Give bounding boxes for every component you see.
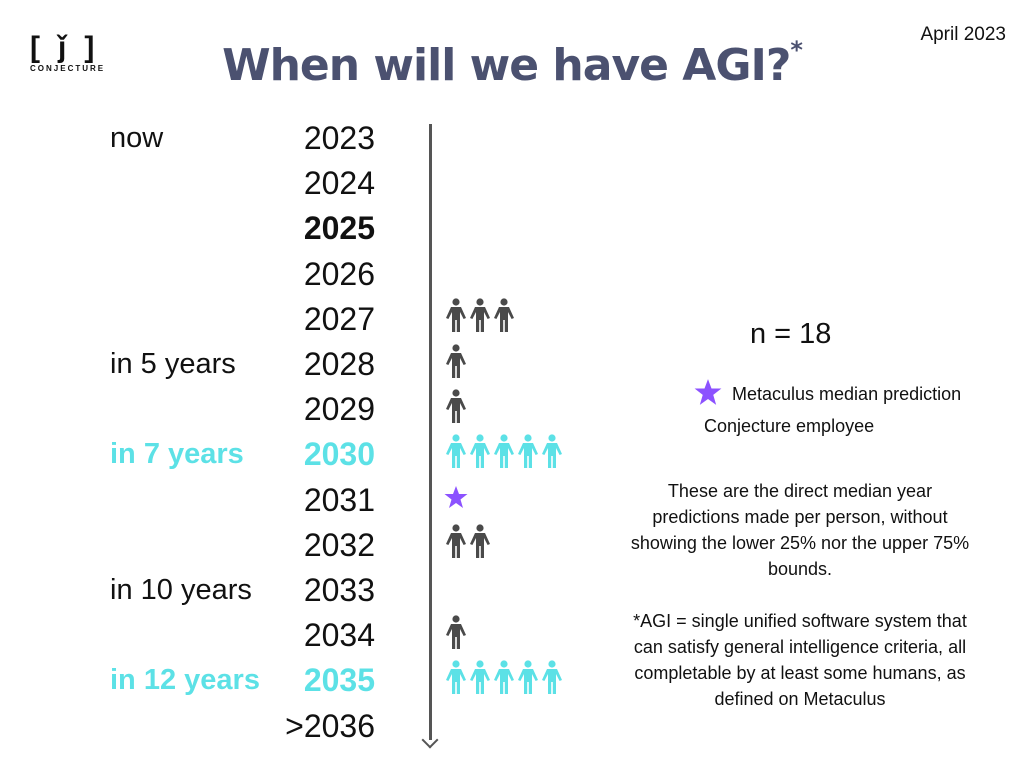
year-label: 2027 xyxy=(303,300,375,337)
year-label: 2026 xyxy=(303,255,375,292)
row-2028: in 5 years 2028 xyxy=(0,343,1000,385)
prediction-icons xyxy=(444,660,564,700)
relative-label: in 7 years xyxy=(110,438,244,471)
row-after-2036: >2036 xyxy=(0,706,1000,746)
prediction-icons xyxy=(444,480,468,520)
relative-label: in 12 years xyxy=(110,664,260,697)
person-icon xyxy=(468,660,492,701)
row-2032: 2032 xyxy=(0,524,1000,565)
prediction-icons xyxy=(444,389,468,429)
row-2030: in 7 years 2030 xyxy=(0,434,1000,474)
row-2034: 2034 xyxy=(0,615,1000,655)
year-label: 2023 xyxy=(303,120,375,156)
year-label: 2030 xyxy=(303,436,375,473)
row-2026: 2026 xyxy=(0,254,1000,294)
row-2027: 2027 xyxy=(0,298,1000,339)
prediction-icons xyxy=(444,524,492,565)
person-icon xyxy=(444,615,468,656)
legend-employee: Conjecture employee xyxy=(694,416,874,466)
person-icon xyxy=(444,389,468,430)
person-icon xyxy=(516,434,540,475)
page-title: When will we have AGI?* xyxy=(222,36,803,91)
person-icon xyxy=(492,660,516,701)
row-2031: 2031 xyxy=(0,480,1000,520)
prediction-icons xyxy=(444,615,468,655)
person-icon xyxy=(468,298,492,339)
prediction-icons xyxy=(444,298,516,339)
relative-label: now xyxy=(110,122,164,154)
person-icon xyxy=(444,660,468,701)
person-icon xyxy=(468,434,492,475)
date-label: April 2023 xyxy=(920,24,1006,45)
person-icon xyxy=(516,660,540,701)
conjecture-logo: [ǰ] CONJECTURE xyxy=(30,31,113,74)
prediction-icons xyxy=(444,434,564,474)
person-icon xyxy=(492,298,516,339)
year-label: 2028 xyxy=(303,346,375,382)
person-icon xyxy=(492,434,516,475)
timeline-axis xyxy=(429,124,432,740)
row-2025: 2025 xyxy=(0,208,1000,248)
year-label: 2033 xyxy=(303,572,375,608)
year-label: >2036 xyxy=(285,707,375,744)
relative-label: in 5 years xyxy=(110,348,236,380)
person-icon xyxy=(540,434,564,475)
row-2023: now 2023 xyxy=(0,118,1000,158)
year-label: 2024 xyxy=(303,165,375,202)
year-label: 2031 xyxy=(303,481,375,518)
row-2035: in 12 years 2035 xyxy=(0,660,1000,700)
legend-metaculus: Metaculus median prediction xyxy=(694,378,961,411)
footnote-mark: * xyxy=(790,36,803,64)
person-icon xyxy=(540,660,564,701)
year-label: 2035 xyxy=(303,662,375,699)
person-icon xyxy=(444,343,468,385)
star-icon xyxy=(444,479,468,520)
row-2029: 2029 xyxy=(0,389,1000,429)
prediction-icons xyxy=(444,343,468,385)
year-label: 2025 xyxy=(303,210,375,247)
person-icon xyxy=(444,298,468,339)
person-icon xyxy=(444,524,468,565)
note-definition: *AGI = single unified software system th… xyxy=(633,611,967,709)
star-icon xyxy=(694,378,722,411)
note-bounds: These are the direct median year predict… xyxy=(630,481,970,579)
sample-size: n = 18 xyxy=(750,318,862,377)
year-label: 2034 xyxy=(303,617,375,654)
row-2033: in 10 years 2033 xyxy=(0,570,1000,610)
person-icon xyxy=(468,524,492,565)
relative-label: in 10 years xyxy=(110,574,252,606)
year-label: 2032 xyxy=(303,526,375,563)
year-label: 2029 xyxy=(303,391,375,428)
row-2024: 2024 xyxy=(0,163,1000,203)
person-icon xyxy=(444,434,468,475)
